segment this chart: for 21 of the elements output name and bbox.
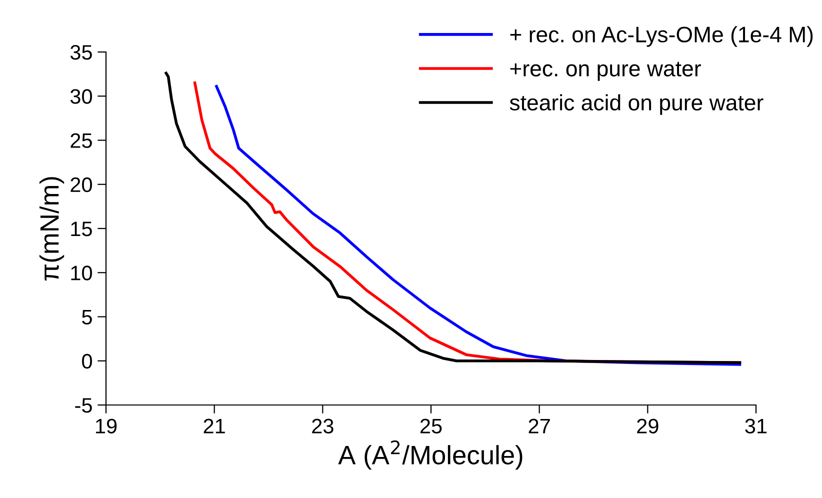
x-tick-label: 21: [204, 418, 225, 434]
x-tick-label: 29: [637, 418, 658, 434]
legend-label: stearic acid on pure water: [510, 94, 764, 115]
y-tick-label: 0: [82, 354, 92, 369]
legend-label: +rec. on pure water: [510, 62, 701, 81]
x-tick-label: 27: [528, 418, 550, 434]
y-tick-label: -5: [75, 398, 92, 413]
legend-label: + rec. on Ac-Lys-OMe (1e-4 M): [510, 26, 813, 47]
x-tick-label: 25: [420, 418, 442, 434]
x-tick-label: 19: [96, 418, 117, 434]
y-axis-title: π(mN/m): [39, 177, 64, 281]
y-tick-label: 5: [82, 310, 92, 325]
y-tick-label: 25: [70, 133, 92, 148]
y-tick-label: 20: [70, 177, 92, 192]
x-axis-title: A (A$^{2}$/Molecule): [338, 440, 522, 470]
x-tick-label: 31: [745, 418, 767, 434]
y-tick-label: 30: [70, 89, 92, 104]
x-tick-label: 23: [312, 418, 334, 434]
y-tick-label: 15: [71, 222, 92, 236]
y-tick-label: 35: [70, 45, 92, 60]
y-tick-label: 10: [71, 266, 92, 280]
